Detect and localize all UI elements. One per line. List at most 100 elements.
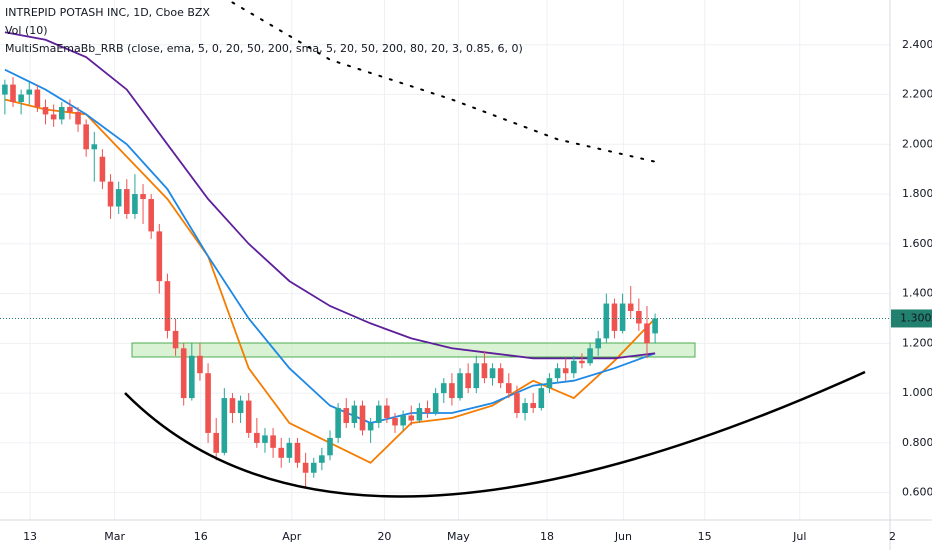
candle-body [546,378,553,389]
x-tick-label: 20 [377,530,391,543]
x-tick-label: May [447,530,470,543]
candle-body [652,318,658,334]
candle-body [489,368,496,379]
candle-body [302,462,309,473]
candle-body [294,442,301,463]
candle-body [115,189,122,207]
candle-body [278,447,285,458]
indicator-label: MultiSmaEmaBb_RRB (close, ema, 5, 0, 20,… [5,42,523,55]
y-tick-label: 2.200 [902,88,932,101]
candle-body [571,360,577,374]
y-tick-label: 1.600 [902,237,932,250]
y-tick-label: 1.400 [902,287,932,300]
y-tick-label: 2.400 [902,38,932,51]
candle-body [140,194,146,200]
last-price-label: 1.300 [900,311,932,324]
candle-body [91,144,98,150]
candle-body [310,462,317,473]
candle-body [50,114,57,120]
candle-body [132,194,138,214]
candle-body [359,405,366,431]
candle-body [197,355,203,374]
candle-body [245,400,252,433]
candle-body [58,106,65,120]
candles [2,77,658,488]
last-price-box [891,309,932,328]
candle-body [384,405,390,418]
candle-body [75,111,81,125]
candle-body [481,363,488,379]
indicator-label: Vol (10) [5,24,48,37]
y-tick-label: 1.000 [902,386,932,399]
candle-body [497,368,504,384]
indicator-lines [4,1,657,464]
candle-body [522,403,528,414]
candle-body [619,303,626,331]
grid [0,0,890,520]
candle-body [530,403,536,409]
x-tick-label: 13 [23,530,37,543]
candle-body [42,106,49,115]
candle-body [416,408,423,421]
candle-body [538,388,545,409]
candle-body [644,323,650,344]
candle-body [343,408,350,423]
candle-body [148,199,154,232]
candle-body [457,373,463,399]
candle-body [26,89,33,95]
ma-line [4,31,656,360]
candle-body [554,368,561,379]
candle-body [156,231,163,282]
candle-body [83,124,89,150]
candle-body [10,84,16,103]
x-tick-label: 15 [698,530,712,543]
x-tick-label: Jul [792,530,806,543]
candle-body [107,181,114,207]
candle-body [367,422,374,431]
candle-body [449,383,455,399]
x-tick-label: Apr [282,530,302,543]
x-tick-label: 16 [194,530,208,543]
candle-body [440,383,447,394]
candle-body [237,400,244,414]
candle-body [375,405,382,423]
candle-body [603,303,610,339]
candle-body [611,303,618,331]
y-tick-label: 2.000 [902,137,932,150]
candle-body [595,338,602,349]
candle-body [408,415,415,421]
candle-body [34,89,41,107]
candle-body [351,405,358,423]
x-tick-label: Jun [614,530,632,543]
x-tick-label: 2 [889,530,896,543]
candle-body [229,398,236,414]
candle-body [579,360,585,364]
candle-body [636,311,642,324]
candle-body [335,408,341,438]
candle-body [205,373,211,433]
candle-body [506,383,512,394]
candle-body [432,393,439,414]
candle-body [172,330,179,349]
candle-body [99,156,106,182]
candle-body [286,442,293,458]
candle-body [67,106,73,112]
candle-body [327,437,333,456]
cup-curve [124,370,866,498]
candle-body [587,348,593,364]
candle-body [627,303,634,312]
candle-body [465,373,471,389]
y-tick-label: 0.800 [902,436,932,449]
candle-body [213,432,220,453]
candle-body [473,363,480,389]
candle-body [400,415,406,426]
candle-body [180,348,187,399]
x-tick-label: 18 [540,530,554,543]
candle-body [189,355,195,399]
candle-body [2,84,8,95]
ma-line [231,1,657,163]
candle-body [319,455,325,463]
y-tick-label: 1.800 [902,187,932,200]
x-tick-label: Mar [104,530,125,543]
